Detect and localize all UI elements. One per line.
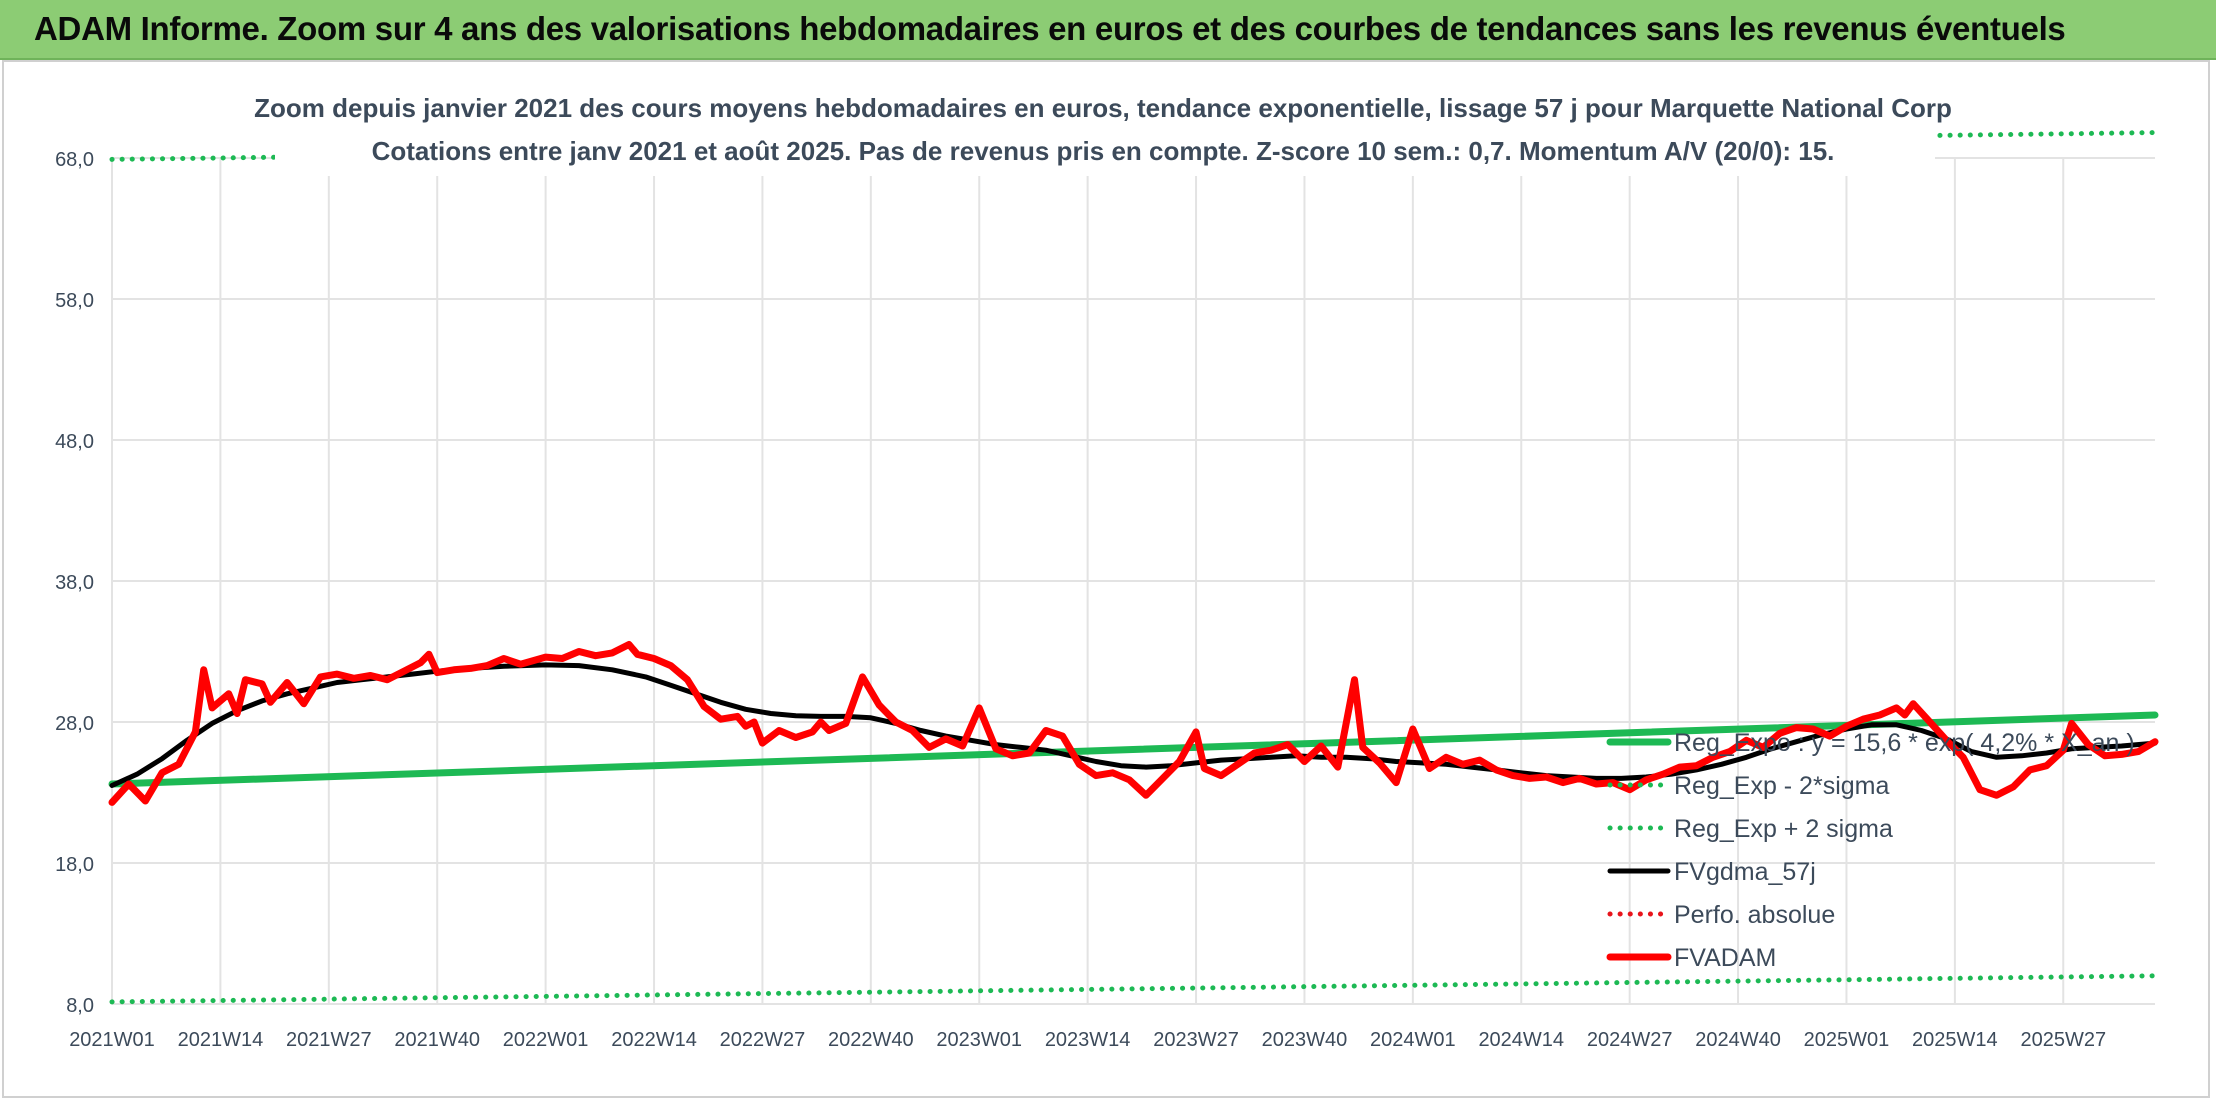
- x-tick-label: 2023W27: [1153, 1029, 1239, 1051]
- x-tick-label: 2024W01: [1370, 1029, 1456, 1051]
- x-tick-label: 2023W01: [936, 1029, 1022, 1051]
- x-tick-label: 2021W01: [69, 1029, 155, 1051]
- chart-frame: [2, 60, 2210, 1098]
- legend-label: Reg_Exp + 2 sigma: [1674, 815, 1893, 843]
- y-tick-label: 38,0: [55, 572, 94, 594]
- x-tick-label: 2023W14: [1045, 1029, 1131, 1051]
- x-tick-label: 2025W27: [2020, 1029, 2106, 1051]
- x-tick-label: 2022W27: [720, 1029, 806, 1051]
- legend-label: Reg_Expo : y = 15,6 * exp( 4,2% * X_an ): [1674, 729, 2135, 757]
- legend-label: FVADAM: [1674, 944, 1776, 972]
- chart-subtitle: Cotations entre janv 2021 et août 2025. …: [372, 136, 1835, 166]
- chart-title: Zoom depuis janvier 2021 des cours moyen…: [254, 93, 1952, 123]
- y-tick-label: 58,0: [55, 290, 94, 312]
- x-tick-label: 2022W14: [611, 1029, 697, 1051]
- y-tick-label: 48,0: [55, 431, 94, 453]
- series-layer: [108, 130, 2159, 1005]
- chart-legend: Reg_Expo : y = 15,6 * exp( 4,2% * X_an )…: [1606, 729, 2135, 972]
- axis-layer: 8,0 18,0 28,0 38,0 48,0 58,0 68,0 2021W01 2021W1…: [55, 149, 2106, 1051]
- x-tick-label: 2021W27: [286, 1029, 372, 1051]
- legend-label: Reg_Exp - 2*sigma: [1674, 772, 1889, 800]
- y-tick-label: 28,0: [55, 713, 94, 735]
- x-tick-label: 2025W14: [1912, 1029, 1998, 1051]
- x-tick-label: 2025W01: [1804, 1029, 1890, 1051]
- x-tick-label: 2024W14: [1478, 1029, 1564, 1051]
- title-layer: Zoom depuis janvier 2021 des cours moyen…: [254, 84, 1952, 176]
- x-tick-label: 2022W40: [828, 1029, 914, 1051]
- x-tick-label: 2021W14: [178, 1029, 264, 1051]
- y-tick-label: 18,0: [55, 854, 94, 876]
- report-banner: ADAM Informe. Zoom sur 4 ans des valoris…: [0, 0, 2216, 60]
- title-backdrop: [275, 84, 1935, 176]
- legend-label: FVgdma_57j: [1674, 858, 1816, 886]
- grid-layer: [111, 157, 2155, 1005]
- legend-label: Perfo. absolue: [1674, 901, 1835, 929]
- x-tick-label: 2021W40: [394, 1029, 480, 1051]
- report-title: ADAM Informe. Zoom sur 4 ans des valoris…: [34, 10, 2066, 47]
- y-tick-label: 8,0: [66, 995, 94, 1017]
- x-tick-label: 2022W01: [503, 1029, 589, 1051]
- series-line-fvadam: [108, 641, 2159, 806]
- series-line-reg-exp: [109, 973, 2158, 1005]
- x-tick-label: 2023W40: [1262, 1029, 1348, 1051]
- y-tick-label: 68,0: [55, 149, 94, 171]
- x-tick-label: 2024W27: [1587, 1029, 1673, 1051]
- x-tick-label: 2024W40: [1695, 1029, 1781, 1051]
